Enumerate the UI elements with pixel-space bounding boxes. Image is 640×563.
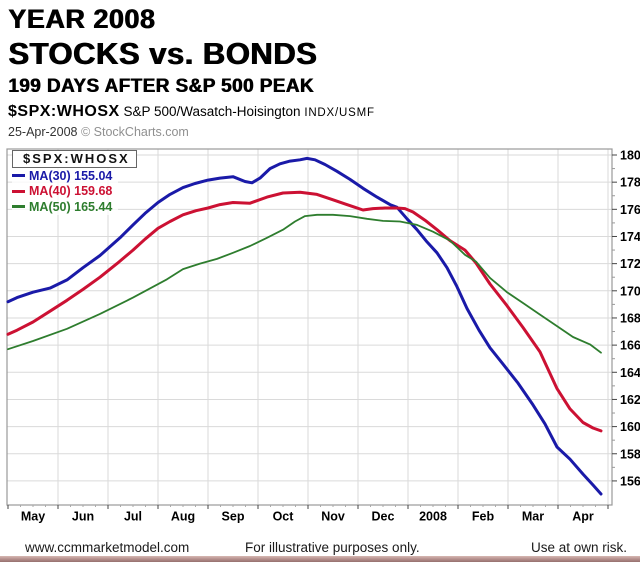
y-tick-label: 178	[620, 176, 640, 190]
legend-item-label: MA(30) 155.04	[29, 168, 113, 183]
y-tick-label: 180	[620, 149, 640, 163]
chart-date: 25-Apr-2008	[8, 125, 78, 139]
y-tick-label: 170	[620, 284, 640, 298]
x-tick-label: Dec	[372, 510, 395, 524]
x-tick-label: Feb	[472, 510, 495, 524]
x-tick-label: Aug	[171, 510, 195, 524]
ticker-description: S&P 500/Wasatch-Hoisington	[123, 104, 301, 119]
x-tick-label: Mar	[522, 510, 544, 524]
title-year: YEAR 2008	[8, 4, 156, 34]
y-tick-label: 168	[620, 311, 640, 325]
ma50-line-swatch	[12, 205, 25, 209]
y-tick-label: 162	[620, 393, 640, 407]
series-line-ma40	[6, 190, 603, 433]
x-tick-label: Apr	[572, 510, 594, 524]
legend-item-ma50: MA(50) 165.44	[12, 199, 119, 215]
plot-border	[6, 148, 613, 506]
x-tick-label: Jul	[124, 510, 142, 524]
series-line-ma30	[6, 156, 603, 496]
title-main: STOCKS vs. BONDS	[8, 36, 317, 71]
chart-date-line: 25-Apr-2008 © StockCharts.com	[8, 125, 189, 139]
ma30-line-swatch	[12, 174, 25, 178]
y-tick-label: 164	[620, 366, 640, 380]
y-tick-label: 158	[620, 447, 640, 461]
x-tick-label: Nov	[321, 510, 345, 524]
footer-risk-note: Use at own risk.	[530, 540, 627, 555]
x-tick-label: May	[21, 510, 45, 524]
legend-item-label: MA(50) 165.44	[29, 199, 113, 214]
legend-item-ma40: MA(40) 159.68	[12, 183, 119, 199]
chart-header: $SPX:WHOSX S&P 500/Wasatch-Hoisington IN…	[8, 103, 375, 121]
title-subtitle: 199 DAYS AFTER S&P 500 PEAK	[8, 76, 314, 97]
y-tick-label: 172	[620, 257, 640, 271]
x-tick-label: Oct	[273, 510, 295, 524]
x-tick-label: Sep	[222, 510, 245, 524]
ticker-symbol: $SPX:WHOSX	[8, 103, 120, 120]
chart-legend: $SPX:WHOSX MA(30) 155.04 MA(40) 159.68 M…	[12, 150, 137, 215]
chart-source: © StockCharts.com	[80, 125, 189, 139]
ma40-line-swatch	[12, 189, 25, 193]
footer-website: www.ccmmarketmodel.com	[25, 540, 190, 555]
legend-title-box: $SPX:WHOSX	[12, 150, 137, 168]
footer-disclaimer: For illustrative purposes only.	[245, 540, 420, 555]
window-edge-bar	[0, 556, 640, 562]
y-tick-label: 166	[620, 339, 640, 353]
y-tick-label: 174	[620, 230, 640, 244]
y-tick-label: 156	[620, 474, 640, 488]
y-tick-label: 160	[620, 420, 640, 434]
x-tick-label: 2008	[419, 510, 447, 524]
y-tick-label: 176	[620, 203, 640, 217]
x-tick-label: Jun	[72, 510, 94, 524]
legend-item-ma30: MA(30) 155.04	[12, 168, 119, 184]
legend-item-label: MA(40) 159.68	[29, 184, 113, 199]
ticker-exchange: INDX/USMF	[304, 107, 375, 119]
series-line-ma50	[7, 213, 602, 354]
